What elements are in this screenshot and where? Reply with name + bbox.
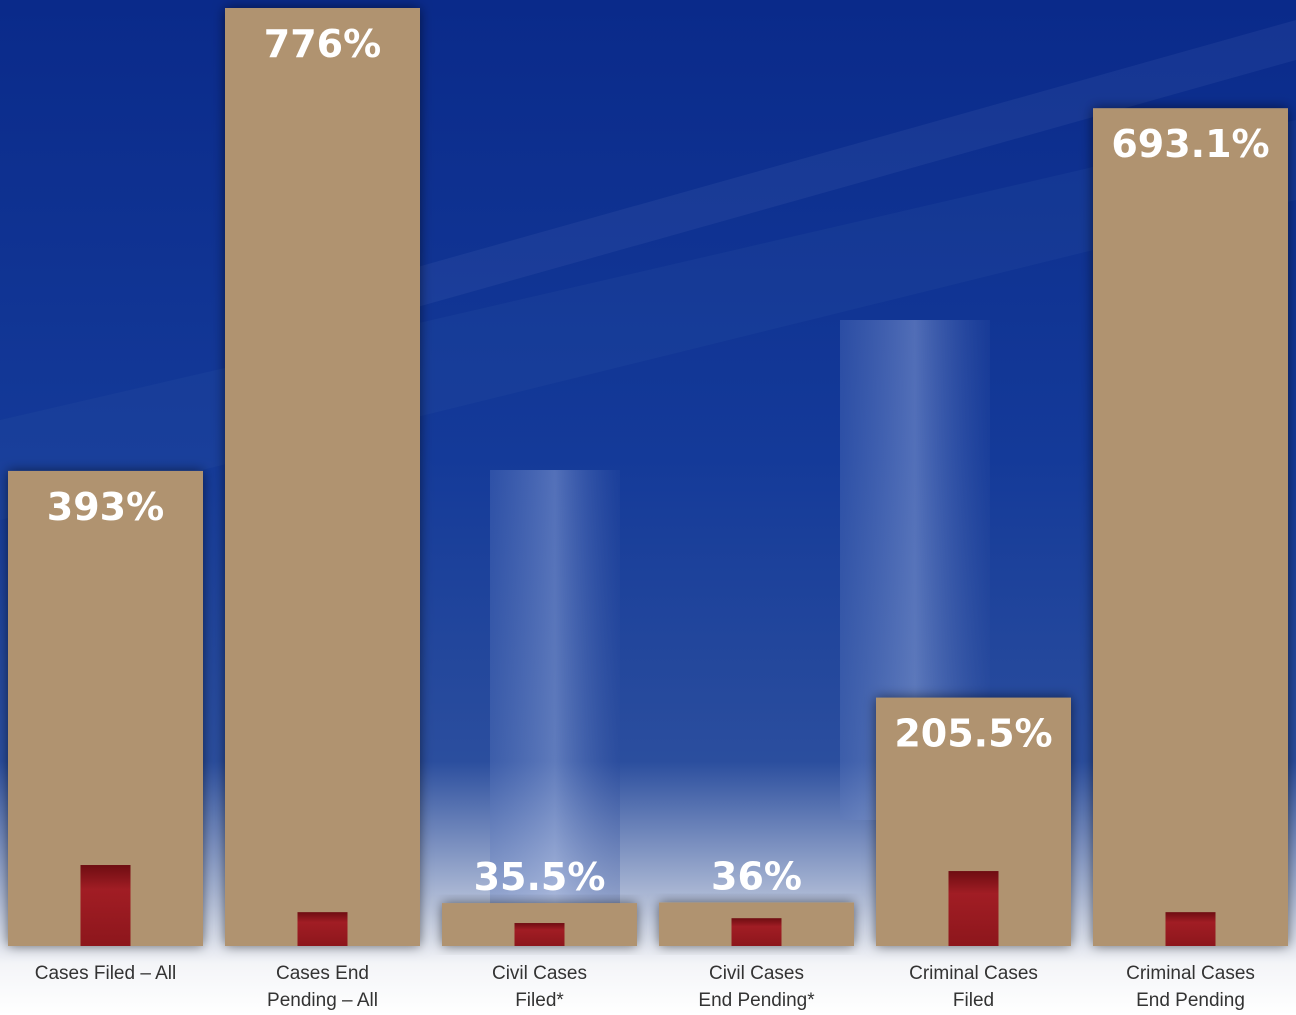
category-label: Civil Cases [709,963,804,984]
bar [1093,108,1288,947]
value-label: 693.1% [1111,122,1269,166]
inner-bar [80,865,131,946]
value-label: 205.5% [894,712,1052,756]
value-label: 36% [711,854,802,898]
category-label: Pending – All [267,990,378,1011]
value-label: 393% [47,485,164,529]
bars: 393% Cases Filed – All 776% Cases End Pendin… [8,8,1288,1011]
category-label: End Pending* [698,990,815,1011]
category-label: End Pending [1136,990,1245,1011]
value-label: 35.5% [474,855,606,899]
inner-bar [731,918,782,946]
category-label: Filed* [515,990,564,1011]
inner-bar [297,912,348,946]
value-label: 776% [264,22,381,66]
inner-bar [514,923,565,946]
category-label: Filed [953,990,994,1011]
category-label: Civil Cases [492,963,587,984]
category-label: Cases End [276,963,369,984]
inner-bar [948,871,999,946]
category-label: Cases Filed – All [35,963,177,984]
category-label: Criminal Cases [909,963,1038,984]
inner-bar [1165,912,1216,946]
bar [225,8,420,946]
category-label: Criminal Cases [1126,963,1255,984]
